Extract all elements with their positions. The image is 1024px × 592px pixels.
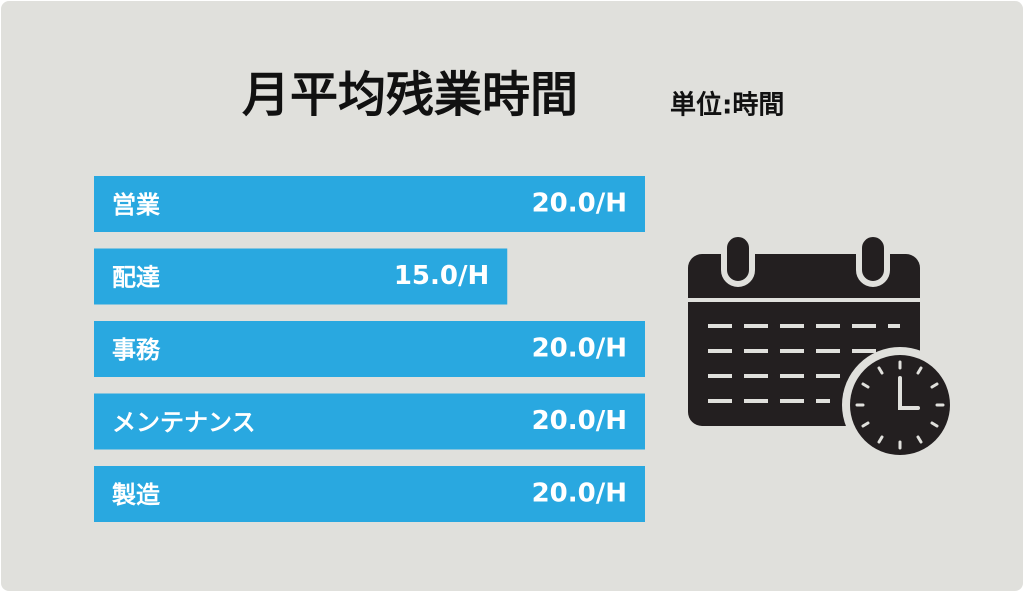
value-label: 20.0/H xyxy=(532,479,627,509)
bar xyxy=(94,466,645,522)
value-label: 20.0/H xyxy=(532,334,627,364)
calendar-icon xyxy=(688,231,958,463)
category-label: 配達 xyxy=(112,264,160,292)
bar xyxy=(94,176,645,232)
bar xyxy=(94,393,645,450)
chart-subtitle: 単位:時間 xyxy=(670,90,784,121)
chart-title: 月平均残業時間 xyxy=(242,67,578,123)
category-label: 製造 xyxy=(112,481,160,509)
category-label: 営業 xyxy=(112,191,160,219)
category-label: 事務 xyxy=(112,336,161,364)
bar xyxy=(94,248,508,305)
bar xyxy=(94,321,645,377)
value-label: 15.0/H xyxy=(394,261,489,291)
value-label: 20.0/H xyxy=(532,406,627,436)
value-label: 20.0/H xyxy=(532,189,627,219)
category-label: メンテナンス xyxy=(112,409,256,437)
